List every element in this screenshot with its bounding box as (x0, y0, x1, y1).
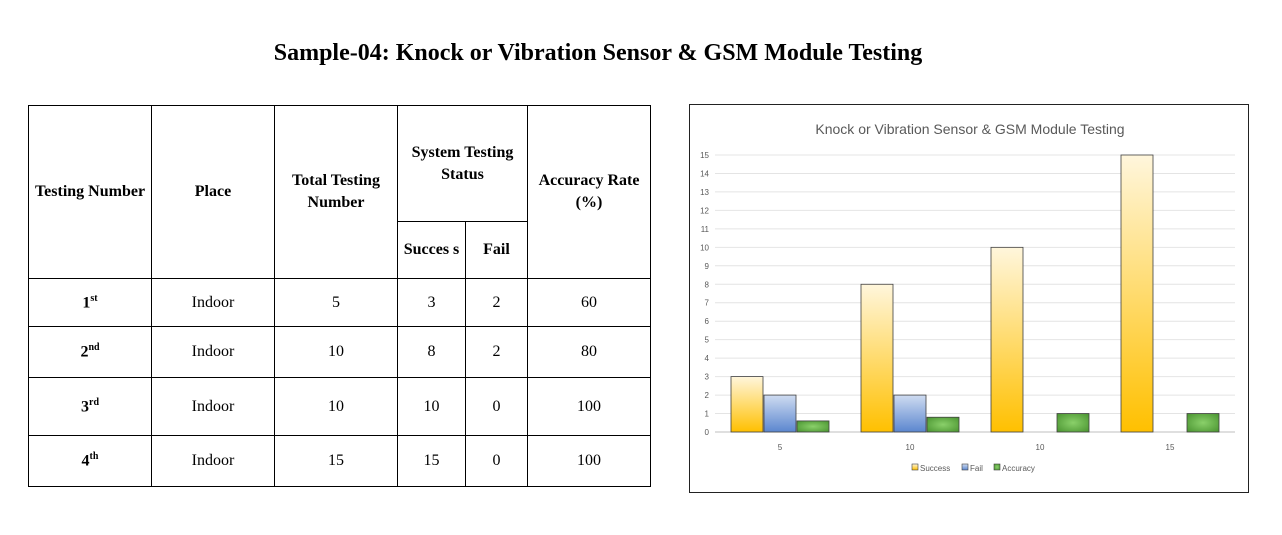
results-table: Testing Number Place Total Testing Numbe… (28, 105, 651, 487)
table-subheader-row: Succes s Fail (29, 221, 651, 279)
cell-fail: 2 (465, 326, 528, 378)
cell-accuracy: 100 (527, 377, 651, 436)
header-accuracy-rate: Accuracy Rate (%) (527, 105, 651, 279)
cell-success: 3 (397, 278, 466, 327)
bar-accuracy (1186, 413, 1220, 433)
y-tick-label: 15 (700, 151, 709, 160)
y-tick-label: 0 (705, 428, 710, 437)
cell-total: 10 (274, 326, 398, 378)
bar-accuracy (796, 420, 830, 433)
chart-frame: Knock or Vibration Sensor & GSM Module T… (689, 104, 1249, 493)
bar-success (990, 246, 1024, 433)
bar-fail (763, 394, 797, 433)
y-tick-label: 11 (701, 225, 710, 234)
bar-fail (893, 394, 927, 433)
y-tick-label: 13 (700, 188, 709, 197)
header-fail: Fail (465, 221, 528, 279)
legend-label: Fail (970, 464, 983, 473)
cell-testing-number: 3rd (28, 377, 152, 436)
bar-success (730, 376, 764, 433)
x-tick-label: 10 (906, 443, 915, 452)
legend-label: Accuracy (1002, 464, 1035, 473)
cell-place: Indoor (151, 278, 275, 327)
cell-accuracy: 100 (527, 435, 651, 487)
chart-title: Knock or Vibration Sensor & GSM Module T… (815, 121, 1124, 137)
x-tick-label: 10 (1036, 443, 1045, 452)
legend-label: Success (920, 464, 950, 473)
cell-place: Indoor (151, 377, 275, 436)
y-tick-label: 4 (705, 354, 710, 363)
bar-accuracy (926, 416, 960, 433)
cell-testing-number: 1st (28, 278, 152, 327)
cell-accuracy: 60 (527, 278, 651, 327)
x-tick-label: 15 (1166, 443, 1175, 452)
cell-total: 10 (274, 377, 398, 436)
y-tick-label: 10 (700, 243, 709, 252)
cell-testing-number: 2nd (28, 326, 152, 378)
table-header-row: Testing Number Place Total Testing Numbe… (28, 105, 651, 279)
cell-accuracy: 80 (527, 326, 651, 378)
table-row: 4th Indoor 15 15 0 100 (28, 435, 651, 487)
y-tick-label: 8 (705, 280, 710, 289)
cell-success: 15 (397, 435, 466, 487)
header-success: Succes s (397, 221, 466, 279)
table-row: 1st Indoor 5 3 2 60 (28, 278, 651, 327)
header-place: Place (151, 105, 275, 279)
header-testing-number: Testing Number (28, 105, 152, 279)
legend-swatch (993, 463, 1001, 471)
y-tick-label: 6 (705, 317, 710, 326)
y-tick-label: 1 (705, 410, 710, 419)
cell-fail: 0 (465, 377, 528, 436)
y-tick-label: 2 (705, 391, 710, 400)
bar-success (860, 283, 894, 433)
y-tick-label: 3 (705, 373, 710, 382)
y-tick-label: 9 (705, 262, 710, 271)
header-system-testing-status: System Testing Status (397, 105, 528, 222)
legend-swatch (961, 463, 969, 471)
cell-fail: 0 (465, 435, 528, 487)
cell-place: Indoor (151, 326, 275, 378)
cell-testing-number: 4th (28, 435, 152, 487)
legend-swatch (911, 463, 919, 471)
header-total-testing-number: Total Testing Number (274, 105, 398, 279)
cell-total: 5 (274, 278, 398, 327)
cell-success: 8 (397, 326, 466, 378)
x-tick-label: 5 (778, 443, 783, 452)
table-row: 2nd Indoor 10 8 2 80 (28, 326, 651, 378)
y-tick-label: 5 (705, 336, 710, 345)
bar-chart: Knock or Vibration Sensor & GSM Module T… (700, 121, 1235, 473)
bar-success (1120, 154, 1154, 433)
page-title: Sample-04: Knock or Vibration Sensor & G… (273, 40, 923, 66)
y-tick-label: 12 (700, 206, 709, 215)
y-tick-label: 14 (700, 169, 709, 178)
cell-fail: 2 (465, 278, 528, 327)
cell-total: 15 (274, 435, 398, 487)
y-tick-label: 7 (705, 299, 710, 308)
bar-accuracy (1056, 413, 1090, 433)
table-row: 3rd Indoor 10 10 0 100 (28, 377, 651, 436)
cell-place: Indoor (151, 435, 275, 487)
cell-success: 10 (397, 377, 466, 436)
